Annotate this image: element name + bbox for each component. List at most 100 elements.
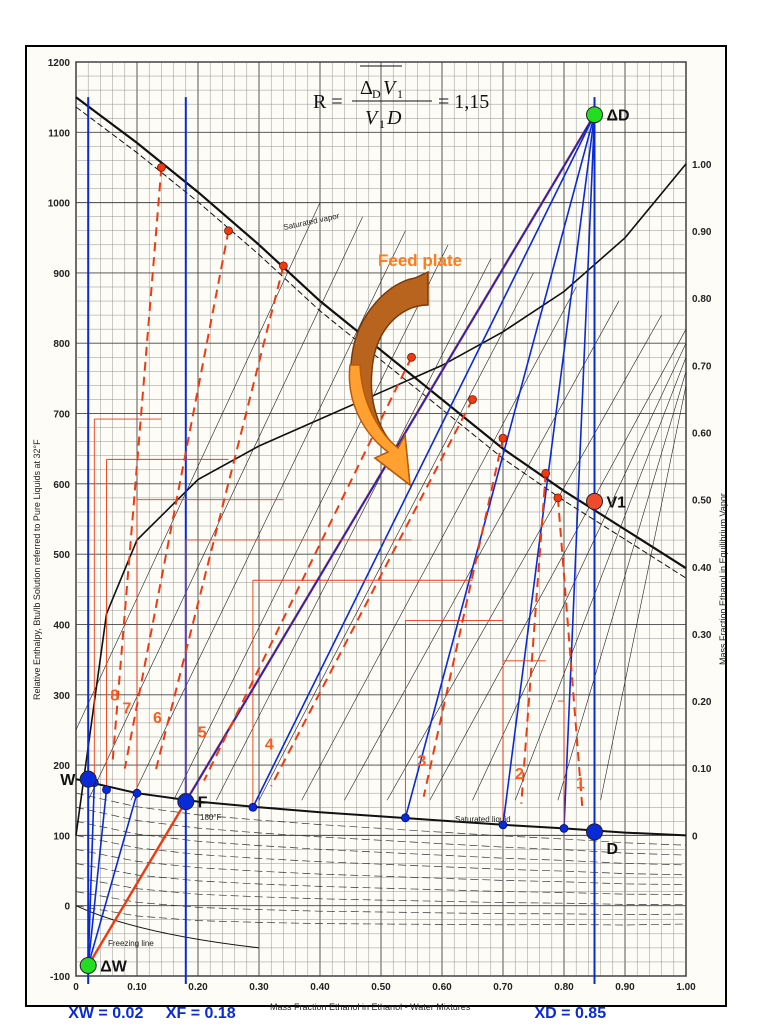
x-axis-title: Mass Fraction Ethanol in Ethanol - Water… (270, 1002, 471, 1012)
vapor-point (224, 226, 233, 236)
y-tick-label: 1200 (48, 58, 71, 69)
tie-line-background (600, 385, 687, 801)
delta-d-label: ΔD (607, 108, 630, 125)
x-tick-label: 0.50 (371, 982, 391, 993)
y-tick-label: -100 (50, 972, 70, 983)
stage-label: 2 (515, 766, 524, 783)
y2-tick-label: 0.50 (692, 496, 712, 507)
pole-line (87, 792, 138, 966)
tie-line-background (87, 216, 363, 801)
feed-plate-annotation: Feed plate (348, 251, 462, 487)
pole-line (87, 789, 108, 966)
isotherm-line (75, 891, 687, 916)
formula-den-b: D (386, 107, 402, 129)
y2-tick-label: 0.70 (692, 361, 712, 372)
isotherm-line (75, 806, 687, 856)
delta-d-point (586, 106, 603, 124)
composition-label: XD = 0.85 (535, 1005, 607, 1022)
y2-axis-title: Mass Fraction Ethanol in Equilibrium Vap… (718, 493, 728, 665)
y-tick-label: 300 (53, 691, 70, 702)
isotherm-line (75, 792, 687, 846)
isotherm-line (75, 820, 687, 866)
liquid-point (248, 802, 258, 812)
tie-line-background (557, 371, 687, 801)
vapor-point (541, 468, 551, 478)
x-tick-label: 0.70 (493, 982, 513, 993)
formula-den-sub: 1 (379, 117, 385, 131)
delta-w-label: ΔW (100, 958, 128, 975)
formula-num: Δ (360, 77, 373, 99)
f-label: F (198, 795, 208, 812)
y2-tick-label: 0.10 (692, 764, 712, 775)
x-tick-label: 0.10 (127, 982, 147, 993)
y-tick-label: 0 (64, 902, 70, 913)
vapor-point (553, 493, 563, 503)
formula-num-b-sub: 1 (397, 87, 403, 101)
y-axis-title: Relative Enthalpy, Btu/lb Solution refer… (32, 439, 42, 700)
liquid-point (559, 823, 569, 833)
formula-rhs: = 1,15 (438, 91, 489, 113)
tie-line-background (301, 286, 577, 801)
x-tick-label: 0.60 (432, 982, 452, 993)
tie-line (111, 167, 163, 762)
f-point (177, 793, 195, 811)
point-layer (79, 106, 603, 974)
liquid-point (102, 785, 111, 795)
w-point (79, 770, 97, 788)
y-tick-label: 500 (53, 550, 70, 561)
composition-label: XF = 0.18 (166, 1005, 236, 1022)
tie-line (154, 265, 285, 773)
liquid-point (498, 820, 508, 830)
v1-label: V1 (607, 494, 627, 511)
d-label: D (607, 841, 619, 858)
equilibrium-curve (75, 163, 687, 836)
liquid-point (132, 788, 142, 798)
stage-label: 1 (576, 775, 585, 792)
construction-layer: 1 2 3 4 5 6 78 (87, 97, 596, 984)
isotherm-line (75, 835, 687, 876)
x-tick-label: 0 (73, 982, 79, 993)
vapor-point (278, 261, 288, 271)
pole-line (563, 114, 596, 829)
tie-line-background (344, 300, 620, 801)
y2-tick-label: 0.30 (692, 630, 712, 641)
saturated-vapor-curve-dashed (75, 106, 687, 579)
tie-line-background (429, 329, 687, 801)
x-tick-label: 0.40 (310, 982, 330, 993)
freezing-line-label: Freezing line (108, 939, 154, 948)
y-tick-label: 200 (53, 761, 70, 772)
freezing-curve (75, 905, 260, 949)
y2-tick-label: 0.80 (692, 294, 712, 305)
pole-line (252, 114, 596, 808)
x-tick-label: 1.00 (676, 982, 696, 993)
tie-line (270, 399, 474, 787)
tie-line-background (514, 357, 687, 801)
stage-label: 3 (417, 753, 426, 770)
feed-plate-label: Feed plate (378, 251, 462, 270)
composition-label: XW = 0.02 (68, 1005, 143, 1022)
tie-line (556, 497, 584, 808)
y-tick-label: 900 (53, 269, 70, 280)
isotherm-line (75, 863, 687, 895)
v1-point (586, 492, 603, 510)
vapor-point (468, 395, 477, 404)
tie-line-background (75, 202, 321, 731)
vapor-point (498, 433, 508, 443)
pole-line (87, 782, 96, 966)
y-tick-label: 1000 (48, 199, 71, 210)
liquid-point (400, 813, 410, 823)
tie-line-background (386, 314, 662, 801)
x-tick-label: 0.30 (249, 982, 269, 993)
curve-layer (75, 96, 687, 949)
tie-line (422, 437, 504, 797)
y-tick-label: 100 (53, 831, 70, 842)
tie-line-background (216, 258, 492, 801)
feed-plate-arrow-front (348, 364, 411, 487)
y-tick-label: 600 (53, 480, 70, 491)
pole-line (502, 114, 596, 825)
isotherm-line (75, 905, 687, 926)
isotherm-line (75, 877, 687, 905)
